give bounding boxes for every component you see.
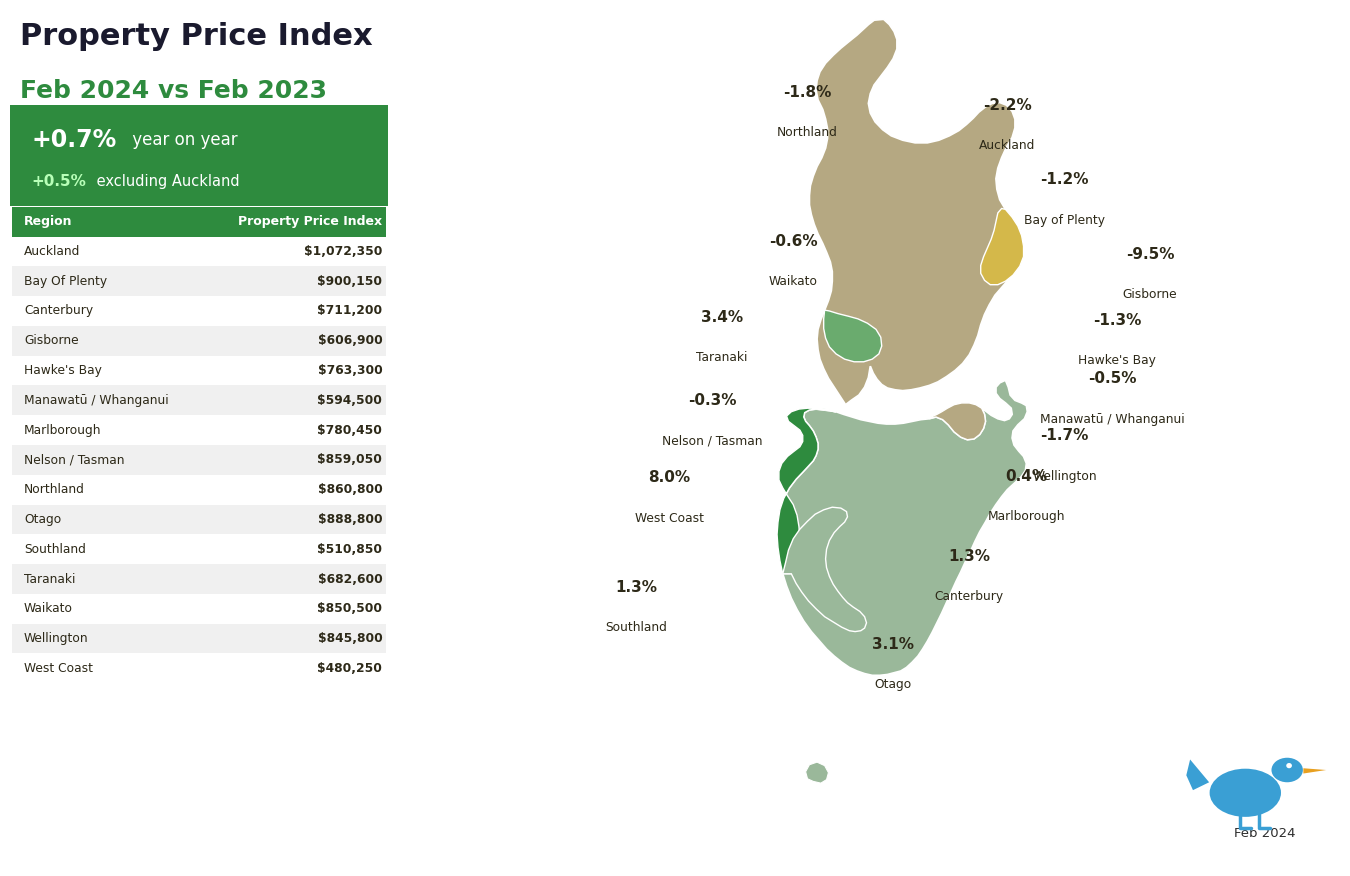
Text: Gisborne: Gisborne	[1123, 288, 1177, 301]
Text: excluding Auckland: excluding Auckland	[92, 173, 239, 189]
Polygon shape	[1303, 768, 1326, 774]
FancyBboxPatch shape	[12, 415, 386, 445]
Text: Taranaki: Taranaki	[697, 351, 748, 364]
Text: $859,050: $859,050	[317, 454, 382, 466]
Text: Bay of Plenty: Bay of Plenty	[1023, 214, 1104, 227]
Polygon shape	[778, 408, 836, 574]
Text: Nelson / Tasman: Nelson / Tasman	[24, 454, 124, 466]
Text: -1.3%: -1.3%	[1092, 313, 1141, 328]
Text: -0.5%: -0.5%	[1088, 371, 1137, 386]
Text: +0.5%: +0.5%	[32, 173, 86, 189]
Text: Auckland: Auckland	[979, 139, 1035, 152]
Text: Taranaki: Taranaki	[24, 573, 76, 585]
Text: Bay Of Plenty: Bay Of Plenty	[24, 275, 107, 287]
Text: 1.3%: 1.3%	[616, 580, 657, 595]
Text: 3.1%: 3.1%	[872, 637, 914, 652]
Text: 1.3%: 1.3%	[948, 549, 991, 564]
Text: $780,450: $780,450	[317, 424, 382, 436]
FancyBboxPatch shape	[12, 624, 386, 653]
Text: Property Price Index: Property Price Index	[20, 22, 373, 51]
Text: +0.7%: +0.7%	[32, 128, 117, 152]
FancyBboxPatch shape	[12, 445, 386, 475]
Text: Region: Region	[24, 215, 73, 228]
FancyBboxPatch shape	[12, 653, 386, 683]
FancyBboxPatch shape	[12, 505, 386, 534]
FancyBboxPatch shape	[12, 207, 386, 237]
Text: Marlborough: Marlborough	[24, 424, 101, 436]
FancyBboxPatch shape	[12, 475, 386, 505]
FancyBboxPatch shape	[12, 237, 386, 266]
Ellipse shape	[1287, 763, 1292, 768]
Text: Canterbury: Canterbury	[934, 590, 1004, 604]
Text: $845,800: $845,800	[317, 632, 382, 645]
Polygon shape	[810, 19, 1022, 405]
Text: Feb 2024: Feb 2024	[1234, 828, 1295, 840]
Text: $860,800: $860,800	[317, 484, 382, 496]
Text: -9.5%: -9.5%	[1126, 247, 1174, 262]
Polygon shape	[778, 380, 1027, 675]
FancyBboxPatch shape	[12, 564, 386, 594]
Polygon shape	[806, 762, 829, 783]
Text: Canterbury: Canterbury	[24, 305, 93, 317]
Text: Manawatū / Whanganui: Manawatū / Whanganui	[1040, 413, 1184, 426]
Text: Hawke's Bay: Hawke's Bay	[24, 364, 101, 377]
Text: West Coast: West Coast	[24, 662, 93, 675]
Text: -1.8%: -1.8%	[783, 85, 832, 100]
FancyBboxPatch shape	[12, 296, 386, 326]
Text: -1.7%: -1.7%	[1041, 428, 1088, 443]
Text: Waikato: Waikato	[768, 275, 818, 288]
Text: Southland: Southland	[605, 621, 667, 634]
Text: $480,250: $480,250	[317, 662, 382, 675]
Text: Auckland: Auckland	[24, 245, 80, 258]
Text: -0.6%: -0.6%	[769, 234, 818, 249]
Text: $1,072,350: $1,072,350	[304, 245, 382, 258]
Text: $510,850: $510,850	[317, 543, 382, 555]
Ellipse shape	[1210, 769, 1281, 816]
Text: $850,500: $850,500	[317, 603, 382, 615]
Text: Northland: Northland	[778, 126, 838, 139]
Text: $763,300: $763,300	[317, 364, 382, 377]
Text: Southland: Southland	[24, 543, 86, 555]
Text: Nelson / Tasman: Nelson / Tasman	[662, 434, 763, 448]
FancyBboxPatch shape	[9, 105, 389, 206]
Text: Hawke's Bay: Hawke's Bay	[1077, 354, 1156, 367]
FancyBboxPatch shape	[12, 356, 386, 385]
Text: Wellington: Wellington	[1033, 470, 1096, 483]
Text: Feb 2024 vs Feb 2023: Feb 2024 vs Feb 2023	[20, 79, 327, 102]
Text: year on year: year on year	[127, 131, 238, 149]
Text: 8.0%: 8.0%	[648, 470, 691, 485]
Text: 0.4%: 0.4%	[1006, 469, 1048, 484]
Text: -0.3%: -0.3%	[688, 393, 737, 408]
Text: West Coast: West Coast	[634, 512, 703, 525]
Text: -1.2%: -1.2%	[1041, 173, 1088, 187]
Polygon shape	[929, 403, 986, 440]
Polygon shape	[1187, 759, 1210, 790]
Text: $594,500: $594,500	[317, 394, 382, 406]
Text: Northland: Northland	[24, 484, 85, 496]
Text: Otago: Otago	[24, 513, 61, 526]
FancyBboxPatch shape	[12, 385, 386, 415]
Polygon shape	[824, 310, 882, 362]
Text: Marlborough: Marlborough	[988, 510, 1065, 523]
Text: 3.4%: 3.4%	[701, 310, 742, 325]
Text: Property Price Index: Property Price Index	[238, 215, 382, 228]
FancyBboxPatch shape	[12, 266, 386, 296]
Text: Gisborne: Gisborne	[24, 335, 78, 347]
FancyBboxPatch shape	[12, 326, 386, 356]
Text: $606,900: $606,900	[317, 335, 382, 347]
Text: $682,600: $682,600	[317, 573, 382, 585]
Text: -2.2%: -2.2%	[983, 98, 1031, 113]
Polygon shape	[980, 208, 1023, 285]
Text: Manawatū / Whanganui: Manawatū / Whanganui	[24, 394, 169, 406]
Text: $900,150: $900,150	[317, 275, 382, 287]
Polygon shape	[783, 507, 867, 632]
Text: $888,800: $888,800	[317, 513, 382, 526]
Text: Waikato: Waikato	[24, 603, 73, 615]
Text: Otago: Otago	[875, 678, 911, 691]
Text: Wellington: Wellington	[24, 632, 89, 645]
FancyBboxPatch shape	[12, 534, 386, 564]
Ellipse shape	[1272, 758, 1303, 782]
Text: $711,200: $711,200	[317, 305, 382, 317]
FancyBboxPatch shape	[12, 594, 386, 624]
